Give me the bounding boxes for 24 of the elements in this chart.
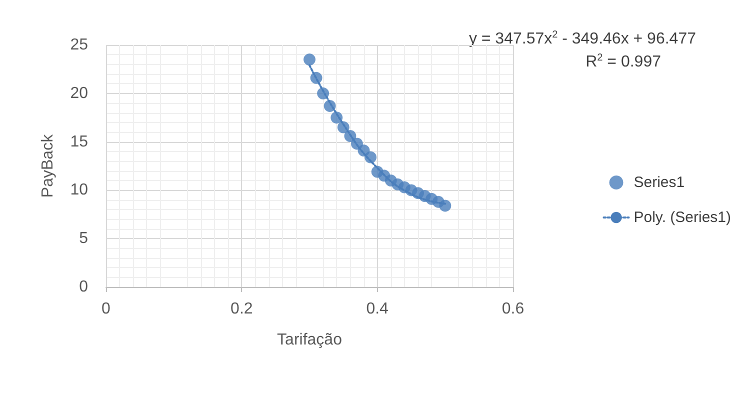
y-tick-label: 15 (70, 133, 88, 150)
point (304, 54, 316, 66)
y-tick-label: 25 (70, 36, 88, 54)
y-tick-label: 10 (70, 182, 88, 199)
legend-label: Poly. (Series1) (634, 209, 732, 226)
x-tick-label: 0.2 (230, 300, 253, 318)
point (364, 151, 377, 164)
y-axis-title: PayBack (40, 133, 56, 198)
point (317, 87, 330, 100)
x-tick-label: 0.6 (502, 300, 524, 318)
x-tick-label: 0.4 (366, 300, 389, 318)
point (330, 112, 343, 124)
x-axis-title: Tarifação (277, 332, 342, 348)
x-tick-label: 0 (102, 300, 111, 318)
point (350, 138, 363, 150)
point (439, 200, 452, 212)
y-tick-label: 5 (79, 230, 88, 248)
point (310, 72, 322, 84)
point (337, 121, 350, 134)
point (324, 100, 336, 112)
y-tick-label: 0 (79, 278, 88, 296)
y-tick-label: 20 (70, 84, 88, 102)
legend-label: Series1 (634, 174, 685, 191)
point (344, 130, 356, 142)
